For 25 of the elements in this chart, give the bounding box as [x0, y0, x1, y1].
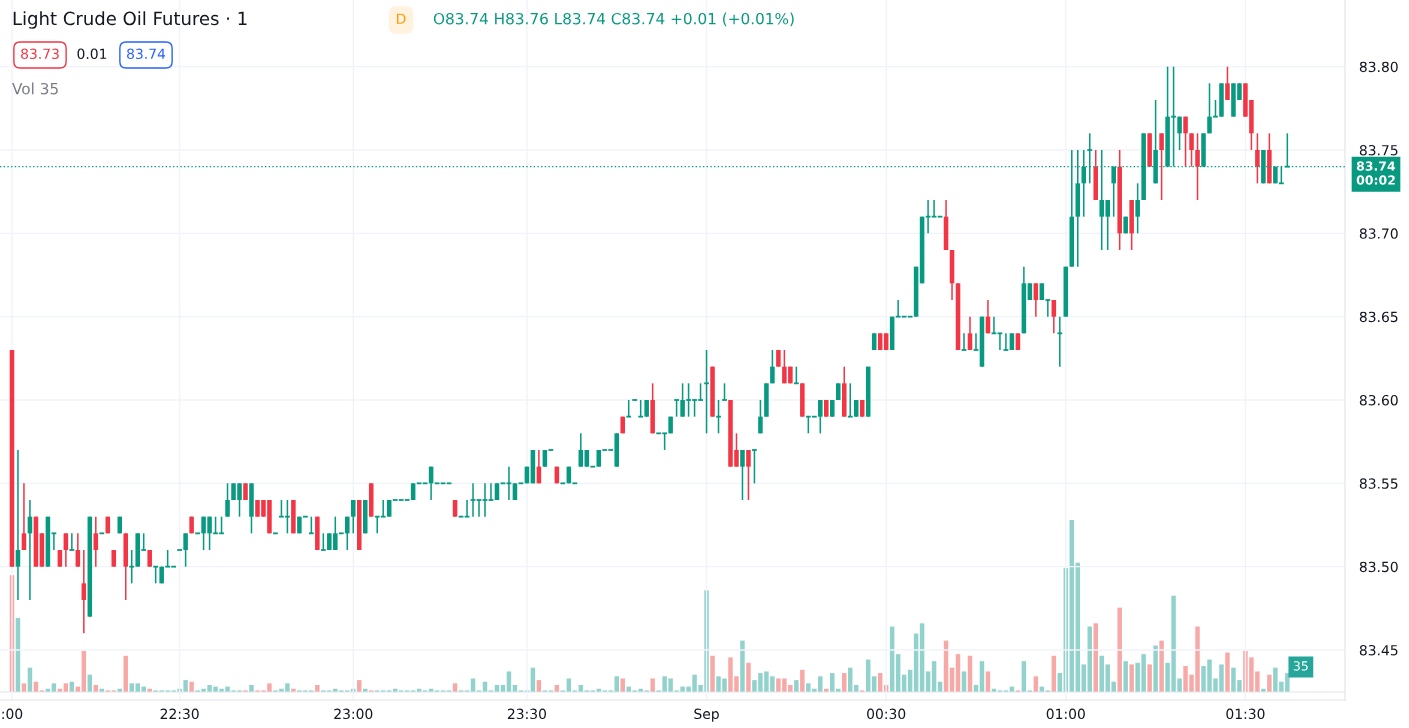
data-label: 35 — [1293, 661, 1308, 671]
annotation: O83.74 H83.76 L83.74 C83.74 +0.01 (+0.01%) — [433, 12, 794, 27]
y-tick-label: 83.55 — [1359, 478, 1398, 489]
x-tick-label: Sep — [694, 708, 719, 722]
x-tick-label: 23:00 — [334, 708, 373, 720]
y-tick-label: 83.45 — [1359, 644, 1398, 656]
annotation: 0.01 — [77, 48, 107, 60]
ref-line-label: 83.74 00:02 — [1356, 161, 1396, 185]
annotation: 83.73 — [21, 48, 59, 60]
annotation: Vol 35 — [12, 82, 58, 95]
y-tick-label: 83.70 — [1359, 228, 1398, 239]
text: Light Crude Oil Futures · 1 — [13, 11, 247, 29]
annotation: D — [397, 13, 406, 24]
x-tick-label: 01:30 — [1226, 708, 1265, 720]
x-tick-label: 23:30 — [507, 708, 546, 720]
y-tick-label: 83.80 — [1359, 61, 1398, 73]
y-tick-label: 83.50 — [1359, 561, 1398, 573]
x-tick-label: 00:30 — [867, 708, 906, 720]
annotation: 83.74 — [127, 48, 166, 60]
x-tick-label: 22:30 — [160, 708, 199, 720]
x-tick-label: 01:00 — [1046, 708, 1085, 720]
x-tick-label: :00 — [2, 708, 23, 720]
y-tick-label: 83.75 — [1359, 144, 1398, 156]
y-tick-label: 83.65 — [1359, 311, 1398, 323]
y-tick-label: 83.60 — [1359, 394, 1398, 406]
